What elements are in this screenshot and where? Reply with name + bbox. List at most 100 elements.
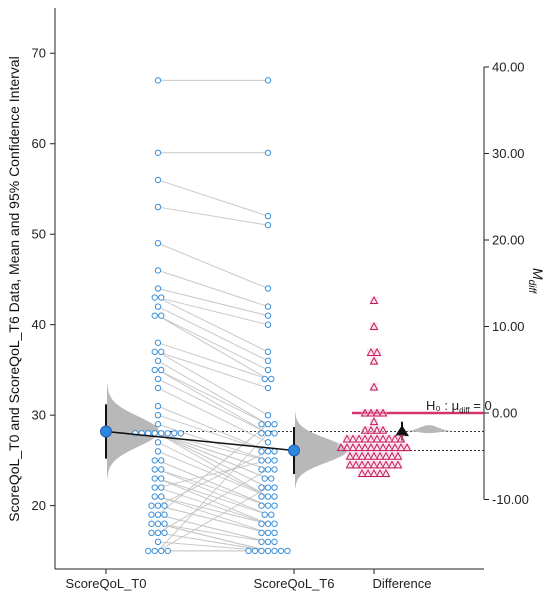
difference-point — [375, 451, 385, 460]
difference-point — [357, 460, 367, 469]
difference-point-shade — [391, 434, 399, 443]
T6-data-point — [264, 366, 272, 374]
difference-point-shade — [394, 460, 402, 469]
T6-data-point — [264, 547, 272, 555]
left-axis-title: ScoreQoL_T0 and ScoreQoL_T6 Data, Mean a… — [6, 56, 22, 521]
T6-data-point — [264, 77, 272, 84]
difference-point-shade — [376, 452, 384, 461]
difference-point-shade — [379, 443, 387, 452]
difference-point — [348, 443, 358, 452]
T0-data-point — [158, 484, 165, 491]
T0-data-point — [151, 466, 158, 473]
T0-data-point — [158, 294, 165, 301]
T6-data-point — [271, 466, 278, 473]
pair-line — [157, 523, 269, 552]
T0-data-point — [154, 448, 162, 455]
T0-data-point — [154, 520, 162, 527]
T0-data-point — [151, 547, 158, 555]
T0-data-point — [161, 520, 168, 527]
T0-data-point — [154, 77, 162, 84]
difference-point — [381, 460, 391, 469]
pair-line — [157, 450, 269, 507]
difference-point-shade — [355, 434, 363, 443]
T0-data-point — [154, 375, 162, 383]
difference-point — [354, 443, 364, 452]
difference-point-shade — [403, 443, 411, 452]
null-hypothesis-label-tail: = 0 — [470, 398, 492, 413]
T6-data-point — [258, 547, 265, 555]
difference-point-shade — [373, 348, 381, 357]
difference-point — [381, 468, 391, 478]
difference-point-shade — [364, 469, 372, 478]
T6-data-point — [258, 448, 265, 455]
right-axis-tick-label: 30.00 — [492, 146, 525, 161]
pair-line — [157, 405, 269, 452]
T6-data-point — [271, 448, 278, 455]
T0-data-point — [154, 511, 162, 518]
difference-point-shade — [358, 452, 366, 461]
left-axis-tick-label: 60 — [32, 136, 46, 151]
T6-data-point — [258, 520, 265, 527]
null-hypothesis-label-sub: diff — [459, 406, 470, 415]
difference-point — [402, 443, 412, 452]
T6-data-point — [264, 285, 272, 292]
T6-data-point — [264, 457, 272, 464]
difference-point-shade — [367, 434, 375, 443]
difference-point-shade — [397, 434, 405, 443]
difference-point — [360, 425, 370, 434]
difference-point-shade — [370, 469, 378, 478]
T0-data-point — [154, 529, 162, 537]
T0-data-point — [177, 430, 184, 437]
difference-point-shade — [391, 443, 399, 452]
difference-point — [369, 417, 379, 426]
T6-data-point — [258, 502, 265, 509]
difference-sampling-distribution — [392, 425, 456, 434]
difference-point-shade — [388, 460, 396, 469]
difference-point — [366, 425, 376, 434]
right-axis-tick-label: 10.00 — [492, 319, 525, 334]
T6-data-point — [264, 484, 272, 491]
T6-data-point — [258, 538, 265, 546]
pair-line — [157, 351, 269, 416]
difference-point — [381, 451, 391, 460]
difference-point — [351, 460, 361, 469]
mean-connector-line — [105, 430, 295, 452]
difference-point — [342, 443, 352, 452]
difference-point-shade — [367, 409, 375, 417]
difference-point-shade — [376, 469, 384, 478]
T6-data-point — [264, 348, 272, 356]
pair-line — [157, 423, 269, 516]
difference-point — [396, 434, 406, 443]
T0-data-point — [145, 547, 152, 555]
category-label: Difference — [372, 576, 431, 591]
category-label: ScoreQoL_T0 — [66, 576, 147, 591]
difference-point-shade — [343, 443, 351, 452]
T0-data-point — [171, 430, 178, 437]
difference-point-shade — [373, 434, 381, 443]
T0-data-point — [151, 366, 158, 374]
difference-point — [372, 434, 382, 443]
pair-line — [157, 369, 269, 425]
T0-data-point — [154, 357, 162, 365]
right-axis-title-sub: diff — [526, 280, 537, 295]
difference-point-shade — [382, 460, 390, 469]
difference-point — [360, 443, 370, 452]
T0-data-point — [158, 348, 165, 356]
T0-data-point — [151, 493, 158, 500]
T6-data-point — [258, 466, 265, 473]
difference-point-shade — [367, 348, 375, 357]
difference-point — [369, 295, 379, 305]
difference-point — [390, 434, 400, 443]
pair-line — [157, 242, 269, 289]
difference-point — [375, 460, 385, 469]
difference-point-shade — [373, 443, 381, 452]
T0-data-point — [154, 285, 162, 292]
difference-point — [369, 382, 379, 391]
difference-point-shade — [382, 452, 390, 461]
T6-data-point — [251, 547, 259, 555]
difference-point-shade — [367, 426, 375, 435]
difference-point — [366, 408, 376, 417]
T6-data-point — [258, 457, 265, 464]
T6-data-point — [271, 547, 278, 555]
